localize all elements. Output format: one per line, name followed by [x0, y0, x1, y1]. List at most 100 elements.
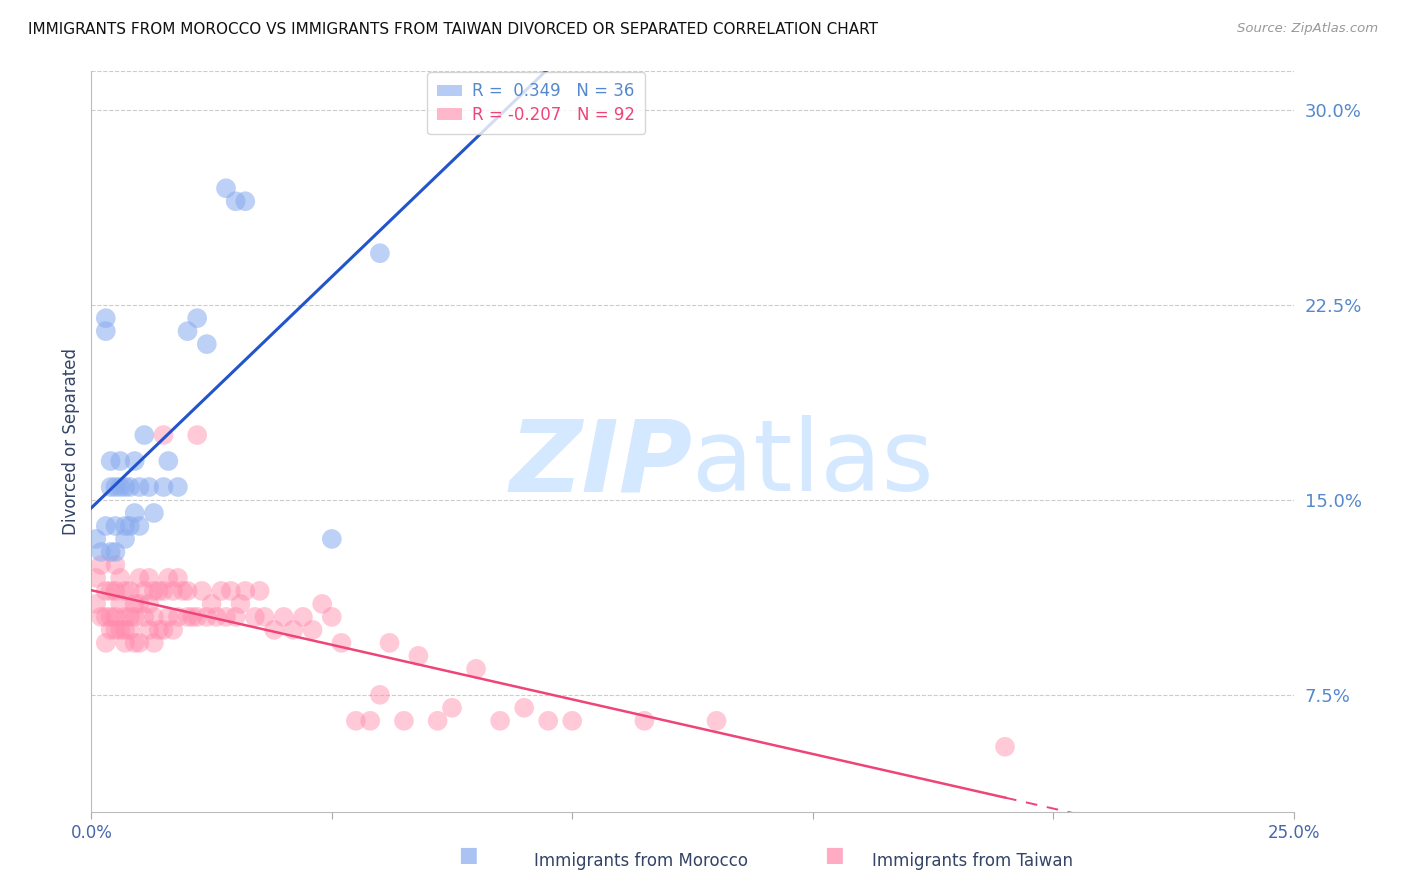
- Point: [368, 688, 391, 702]
- Point: [104, 583, 127, 598]
- Point: [114, 519, 136, 533]
- Point: [426, 714, 449, 728]
- Point: [330, 636, 353, 650]
- Point: [124, 597, 146, 611]
- Point: [94, 519, 117, 533]
- Y-axis label: Divorced or Separated: Divorced or Separated: [62, 348, 80, 535]
- Point: [229, 597, 252, 611]
- Point: [321, 610, 343, 624]
- Point: [195, 337, 218, 351]
- Point: [408, 648, 430, 663]
- Point: [152, 583, 174, 598]
- Point: [344, 714, 367, 728]
- Point: [243, 610, 266, 624]
- Point: [114, 636, 136, 650]
- Point: [392, 714, 415, 728]
- Point: [100, 623, 122, 637]
- Point: [100, 583, 122, 598]
- Text: Immigrants from Morocco: Immigrants from Morocco: [534, 852, 748, 870]
- Point: [90, 558, 112, 572]
- Point: [94, 324, 117, 338]
- Point: [124, 454, 146, 468]
- Point: [94, 636, 117, 650]
- Point: [378, 636, 401, 650]
- Point: [253, 610, 276, 624]
- Point: [167, 571, 190, 585]
- Point: [94, 610, 117, 624]
- Point: [368, 246, 391, 260]
- Point: [94, 311, 117, 326]
- Point: [157, 454, 180, 468]
- Point: [994, 739, 1017, 754]
- Legend: R =  0.349   N = 36, R = -0.207   N = 92: R = 0.349 N = 36, R = -0.207 N = 92: [427, 72, 645, 134]
- Point: [215, 181, 238, 195]
- Point: [225, 610, 247, 624]
- Point: [100, 454, 122, 468]
- Point: [110, 597, 132, 611]
- Point: [110, 623, 132, 637]
- Point: [94, 583, 117, 598]
- Point: [104, 545, 127, 559]
- Point: [209, 583, 232, 598]
- Point: [186, 610, 208, 624]
- Point: [118, 610, 141, 624]
- Point: [440, 701, 463, 715]
- Point: [134, 583, 156, 598]
- Point: [138, 571, 160, 585]
- Point: [90, 610, 112, 624]
- Point: [249, 583, 271, 598]
- Point: [148, 623, 170, 637]
- Point: [263, 623, 285, 637]
- Point: [152, 480, 174, 494]
- Point: [465, 662, 488, 676]
- Point: [138, 597, 160, 611]
- Text: ZIP: ZIP: [509, 416, 692, 512]
- Point: [104, 480, 127, 494]
- Point: [124, 610, 146, 624]
- Point: [148, 583, 170, 598]
- Point: [167, 610, 190, 624]
- Point: [157, 610, 180, 624]
- Text: Immigrants from Taiwan: Immigrants from Taiwan: [872, 852, 1073, 870]
- Point: [191, 583, 214, 598]
- Point: [142, 636, 165, 650]
- Point: [301, 623, 323, 637]
- Point: [138, 623, 160, 637]
- Point: [142, 506, 165, 520]
- Point: [104, 558, 127, 572]
- Point: [489, 714, 512, 728]
- Point: [219, 583, 242, 598]
- Point: [561, 714, 583, 728]
- Point: [233, 583, 256, 598]
- Point: [162, 623, 184, 637]
- Point: [124, 636, 146, 650]
- Point: [225, 194, 247, 209]
- Point: [142, 610, 165, 624]
- Point: [104, 623, 127, 637]
- Point: [114, 583, 136, 598]
- Point: [633, 714, 655, 728]
- Point: [152, 623, 174, 637]
- Point: [291, 610, 314, 624]
- Point: [537, 714, 560, 728]
- Point: [84, 571, 107, 585]
- Point: [104, 610, 127, 624]
- Text: atlas: atlas: [692, 416, 934, 512]
- Point: [118, 583, 141, 598]
- Point: [104, 519, 127, 533]
- Point: [181, 610, 204, 624]
- Point: [128, 480, 150, 494]
- Point: [176, 583, 198, 598]
- Text: IMMIGRANTS FROM MOROCCO VS IMMIGRANTS FROM TAIWAN DIVORCED OR SEPARATED CORRELAT: IMMIGRANTS FROM MOROCCO VS IMMIGRANTS FR…: [28, 22, 879, 37]
- Point: [134, 610, 156, 624]
- Point: [128, 597, 150, 611]
- Point: [134, 428, 156, 442]
- Point: [283, 623, 305, 637]
- Point: [205, 610, 228, 624]
- Point: [100, 545, 122, 559]
- Point: [176, 610, 198, 624]
- Point: [118, 623, 141, 637]
- Point: [273, 610, 295, 624]
- Point: [162, 583, 184, 598]
- Point: [118, 480, 141, 494]
